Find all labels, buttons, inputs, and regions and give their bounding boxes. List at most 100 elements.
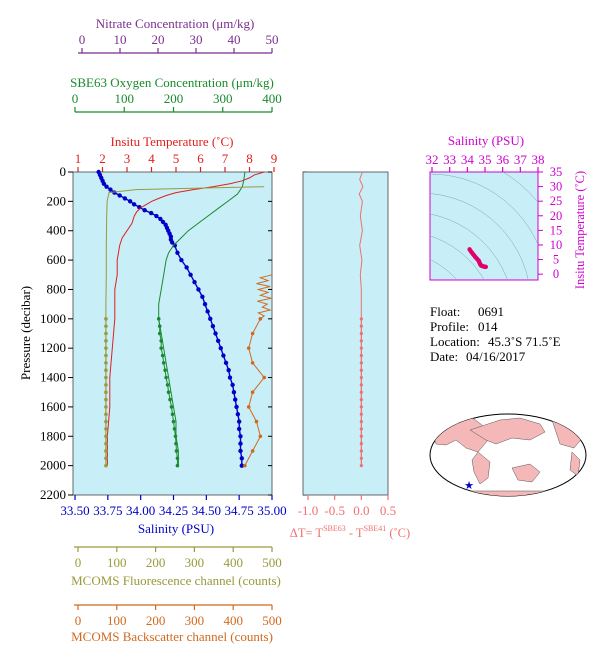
nitrate-axis-label: Nitrate Concentration (μm/kg) (96, 16, 255, 31)
map-land-antarctica (439, 490, 581, 496)
nitrate-axis-tick-label: 20 (152, 32, 165, 47)
oxygen-axis-label: SBE63 Oxygen Concentration (μm/kg) (70, 75, 274, 90)
ts-isopycnal-line (430, 173, 538, 246)
ts-temperature-axis-tick-label: 20 (550, 209, 563, 223)
data-point-salinity-psu (231, 390, 237, 395)
backscatter-axis-tick-label: 0 (75, 613, 82, 628)
data-point-salinity-psu (227, 375, 233, 380)
map-land-asia (469, 417, 546, 445)
data-point-mcoms-fluorescence-channel-deep (104, 449, 108, 453)
data-point-salinity-psu (221, 353, 226, 358)
oxygen-axis-tick-label: 200 (164, 91, 184, 106)
data-point-mcoms-fluorescence-channel-deep (104, 419, 108, 424)
nitrate-axis-tick-label: 30 (190, 32, 203, 47)
delta-t-point (359, 390, 363, 394)
data-point-mcoms-fluorescence-channel-deep (104, 331, 108, 336)
ts-temperature-axis-tick-label: 30 (550, 180, 563, 194)
delta-t-axis-tick-label: 0.0 (353, 503, 369, 518)
data-point-sbe63-oxygen-concentration-deep (175, 456, 180, 461)
delta-t-point (359, 375, 363, 380)
data-point-sbe63-oxygen-concentration-deep (169, 405, 174, 409)
oxygen-axis-tick-label: 400 (262, 91, 282, 106)
data-point-salinity-psu (131, 202, 137, 207)
nitrate-axis-tick-label: 50 (266, 32, 279, 47)
data-point-mcoms-fluorescence-channel-deep (104, 324, 108, 328)
data-point-sbe63-oxygen-concentration-deep (174, 449, 179, 453)
nitrate-axis: Nitrate Concentration (μm/kg) 0 10 20 30 40 5… (78, 16, 279, 54)
series-line-mcoms-backscatter-channel (256, 274, 273, 320)
data-point-salinity-psu (208, 316, 213, 322)
pressure-axis-tick-label: 1600 (40, 399, 66, 414)
data-point-sbe63-oxygen-concentration-deep (159, 339, 163, 343)
delta-t-label-b: SBE63 (323, 524, 346, 533)
data-point-mcoms-fluorescence-channel-deep (104, 368, 108, 373)
pressure-axis-tick-label: 400 (47, 223, 67, 238)
data-point-salinity-psu (127, 199, 133, 204)
backscatter-axis-label: MCOMS Backscatter channel (counts) (71, 629, 273, 644)
series-line-insitu-temperature (106, 171, 265, 466)
ts-temperature-axis-tick-label: 35 (550, 165, 563, 179)
backscatter-axis: 0 100 200 300 400 500 MCOMS Backscatter chann… (71, 604, 282, 644)
fluorescence-axis: 0 100 200 300 400 500 MCOMS Fluorescence chan… (71, 546, 282, 588)
ts-plot-area (429, 171, 539, 281)
delta-t-axis-tick-label: -0.5 (324, 503, 345, 518)
delta-t-point (359, 331, 363, 336)
ts-temperature-axis-label: Insitu Temperature (˚C) (573, 171, 587, 289)
ts-salinity-axis-tick-label: 32 (426, 152, 439, 167)
delta-t-point (359, 383, 363, 387)
ts-salinity-axis-label: Salinity (PSU) (448, 133, 524, 148)
data-point-mcoms-fluorescence-channel-deep (104, 441, 108, 446)
data-point-mcoms-fluorescence-channel-deep (104, 383, 108, 387)
fluorescence-axis-tick-label: 200 (146, 555, 166, 570)
ts-salinity-axis-tick-label: 36 (496, 152, 510, 167)
temperature-axis-tick-label: 5 (173, 151, 180, 166)
delta-t-point (359, 346, 363, 350)
data-point-salinity-psu (142, 207, 147, 213)
data-point-salinity-psu (192, 279, 197, 285)
pressure-axis-tick-label: 1400 (40, 370, 66, 385)
ts-isopycnal-line (336, 22, 608, 196)
pressure-axis-tick-label: 200 (47, 193, 67, 208)
data-point-salinity-psu (226, 368, 231, 373)
delta-t-point (359, 442, 363, 446)
pressure-axis-tick-label: 800 (47, 281, 67, 296)
series-line-sbe63-oxygen-concentration (158, 171, 246, 466)
data-point-sbe63-oxygen-concentration-deep (164, 375, 168, 380)
temperature-axis-tick-label: 9 (271, 151, 278, 166)
salinity-axis-tick-label: 34.00 (126, 503, 155, 518)
data-point-salinity-psu (122, 196, 128, 201)
oxygen-axis-tick-label: 100 (115, 91, 135, 106)
data-point-mcoms-fluorescence-channel-deep (104, 463, 108, 468)
data-point-salinity-psu (196, 287, 201, 292)
salinity-axis-tick-label: 35.00 (257, 503, 286, 518)
pressure-axis-tick-label: 1000 (40, 311, 66, 326)
ts-diagram: Salinity (PSU) 32 33 34 35 36 37 38 0510152025… (336, 22, 608, 289)
data-point-salinity-psu (235, 412, 241, 417)
temperature-axis-tick-label: 7 (222, 151, 229, 166)
oxygen-axis: SBE63 Oxygen Concentration (μm/kg) 0 100 2… (70, 75, 282, 113)
delta-t-point (359, 339, 363, 343)
fluorescence-axis-label: MCOMS Fluorescence channel (counts) (71, 573, 281, 588)
data-point-salinity-psu (104, 184, 109, 189)
backscatter-axis-tick-label: 500 (262, 613, 282, 628)
ts-data-point (483, 264, 488, 270)
data-point-salinity-psu (154, 213, 159, 219)
location-value: 45.3˚S 71.5˚E (488, 334, 561, 349)
delta-t-point (359, 361, 363, 365)
data-point-mcoms-backscatter-channel-deep (246, 346, 251, 350)
data-point-mcoms-fluorescence-channel-deep (104, 353, 108, 358)
backscatter-axis-tick-label: 100 (107, 613, 127, 628)
data-point-sbe63-oxygen-concentration-deep (156, 317, 161, 321)
data-point-mcoms-backscatter-channel-deep (243, 463, 247, 468)
data-point-mcoms-fluorescence-channel-deep (104, 390, 108, 395)
data-point-salinity-psu (236, 419, 242, 424)
data-point-salinity-psu (236, 426, 242, 432)
data-point-mcoms-fluorescence-channel-deep (104, 361, 108, 365)
pressure-axis-tick-label: 1200 (40, 340, 66, 355)
ts-temperature-axis-tick-label: 25 (550, 194, 563, 208)
backscatter-axis-tick-label: 200 (146, 613, 166, 628)
delta-t-label-a: ΔT= T (290, 526, 324, 540)
data-point-salinity-psu (200, 294, 205, 299)
fluorescence-axis-tick-label: 300 (185, 555, 205, 570)
